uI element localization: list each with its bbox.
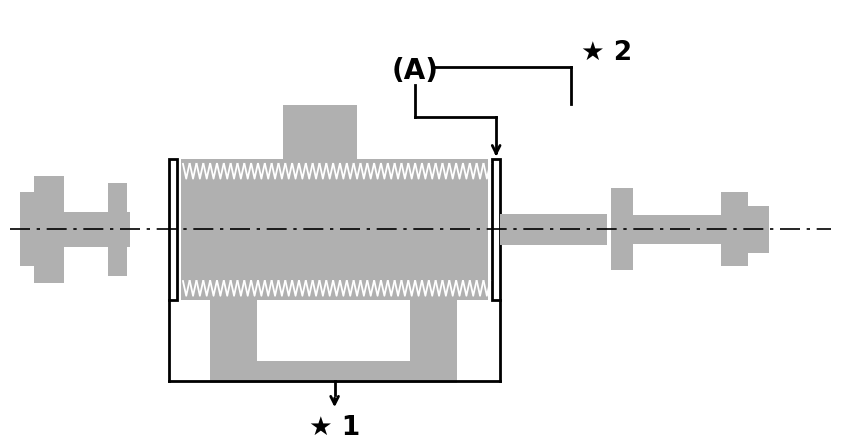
Bar xyxy=(169,159,177,299)
Bar xyxy=(283,105,357,159)
Text: (A): (A) xyxy=(392,57,439,85)
Bar xyxy=(748,206,770,253)
Bar xyxy=(500,214,607,245)
Bar xyxy=(492,159,500,299)
Bar xyxy=(632,215,726,244)
Bar xyxy=(20,192,37,267)
Bar xyxy=(410,299,458,383)
Bar xyxy=(210,299,257,383)
Bar xyxy=(108,182,127,276)
Bar xyxy=(34,176,64,283)
Bar xyxy=(59,212,130,247)
Bar xyxy=(721,192,748,267)
Bar xyxy=(181,159,489,299)
Text: ★ 1: ★ 1 xyxy=(309,415,360,441)
Text: ★ 2: ★ 2 xyxy=(581,40,632,65)
Bar xyxy=(210,361,458,383)
Bar xyxy=(611,188,632,271)
